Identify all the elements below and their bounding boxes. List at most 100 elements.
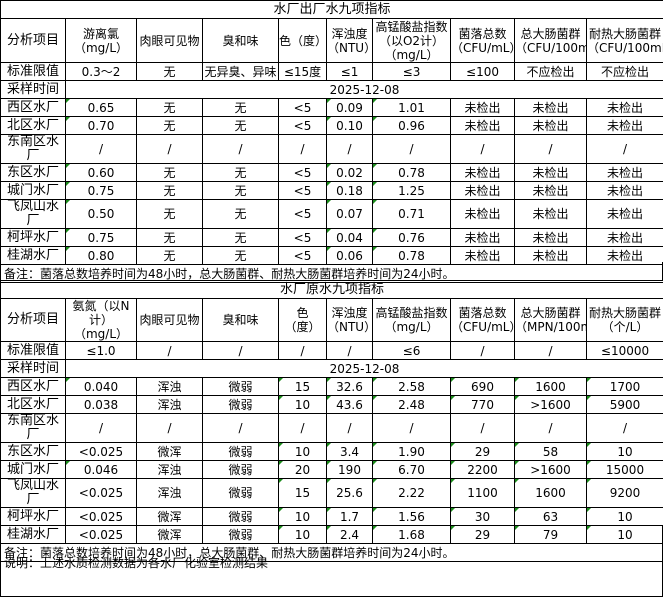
column-header: 耐热大肠菌群 （个/L） xyxy=(585,298,663,342)
data-cell: 0.02 xyxy=(326,163,373,182)
data-cell: 20 xyxy=(278,460,327,479)
data-cell: 无 xyxy=(202,98,279,117)
data-cell: 浑浊 xyxy=(136,377,203,396)
data-cell: / xyxy=(278,134,327,164)
data-cell: 未检出 xyxy=(514,116,587,135)
data-cell: / xyxy=(136,413,203,443)
data-cell: 2200 xyxy=(450,460,515,479)
standard-value: 无异臭、异味 xyxy=(202,62,279,81)
data-cell: 0.75 xyxy=(65,181,137,200)
data-cell: 0.71 xyxy=(372,199,451,229)
sample-date: 2025-12-08 xyxy=(64,80,663,99)
data-cell: 9200 xyxy=(585,478,663,508)
data-cell: 0.10 xyxy=(326,116,373,135)
data-cell: 2.48 xyxy=(372,395,451,414)
data-cell: / xyxy=(326,413,373,443)
data-cell: 浑浊 xyxy=(136,460,203,479)
data-cell: 未检出 xyxy=(514,228,587,247)
column-header: 色 （度） xyxy=(278,298,327,342)
data-cell: / xyxy=(65,134,137,164)
data-cell: 15000 xyxy=(585,460,663,479)
standard-value: / xyxy=(202,341,279,360)
data-cell: 690 xyxy=(450,377,515,396)
column-header: 浑浊度 （NTU） xyxy=(326,18,373,63)
standard-value: 无 xyxy=(136,62,203,81)
data-cell: 未检出 xyxy=(585,163,663,182)
data-cell: 190 xyxy=(326,460,373,479)
standard-value: ≤100 xyxy=(450,62,515,81)
data-cell: 2.22 xyxy=(372,478,451,508)
data-cell: / xyxy=(326,134,373,164)
data-cell: 10 xyxy=(585,442,663,461)
data-cell: <0.025 xyxy=(65,507,137,526)
table-row: 西区水厂 0.040 浑浊 微弱 15 32.6 2.58 690 1600 1700 xyxy=(0,377,663,396)
table-row: 柯坪水厂 <0.025 微浑 微弱 10 1.7 1.56 30 63 10 xyxy=(0,507,663,526)
data-cell: 无 xyxy=(136,228,203,247)
plant-name: 西区水厂 xyxy=(0,98,66,117)
data-cell: 无 xyxy=(202,199,279,229)
data-cell: 1.56 xyxy=(372,507,451,526)
data-cell: 0.040 xyxy=(65,377,137,396)
column-header: 肉眼可见物 xyxy=(136,18,203,63)
sample-time-row: 采样时间 2025-12-08 xyxy=(0,80,663,99)
data-cell: 未检出 xyxy=(514,98,587,117)
table-row: 东区水厂 <0.025 微浑 微弱 10 3.4 1.90 29 58 10 xyxy=(0,442,663,461)
table-row: 城门水厂 0.75 无无 <5 0.18 1.25 未检出 未检出 未检出 xyxy=(0,181,663,200)
data-cell: 1.7 xyxy=(326,507,373,526)
plant-name: 东区水厂 xyxy=(0,163,66,182)
standard-value: / xyxy=(450,341,515,360)
standard-row: 标准限值 ≤1.0// / / ≤6// ≤10000 xyxy=(0,341,663,360)
data-cell: 无 xyxy=(202,228,279,247)
column-header: 色（度） xyxy=(278,18,327,63)
data-cell: 微弱 xyxy=(202,395,279,414)
column-header: 臭和味 xyxy=(202,298,279,342)
data-cell: 无 xyxy=(202,116,279,135)
data-cell: 未检出 xyxy=(450,163,515,182)
column-header: 高锰酸盐指数 （以O2计） （mg/L） xyxy=(372,18,451,63)
data-cell: 3.4 xyxy=(326,442,373,461)
table-title-row: 水厂原水九项指标 xyxy=(0,280,663,299)
data-cell: <0.025 xyxy=(65,478,137,508)
data-cell: 未检出 xyxy=(514,199,587,229)
data-cell: <5 xyxy=(278,246,327,265)
plant-name: 北区水厂 xyxy=(0,116,66,135)
row-label: 采样时间 xyxy=(0,359,66,378)
note-row: 备注：菌落总数培养时间为48小时，总大肠菌群、耐热大肠菌群培养时间为24小时。 xyxy=(0,543,663,562)
data-cell: <5 xyxy=(278,116,327,135)
data-cell: <5 xyxy=(278,228,327,247)
plant-name: 柯坪水厂 xyxy=(0,228,66,247)
data-cell: 未检出 xyxy=(450,181,515,200)
data-cell: 1600 xyxy=(514,478,587,508)
data-cell: 43.6 xyxy=(326,395,373,414)
table-row: 北区水厂 0.038 浑浊 微弱 10 43.6 2.48 770 >1600 5900 xyxy=(0,395,663,414)
data-cell: 微浑 xyxy=(136,525,203,544)
table-row: 北区水厂 0.70 无无 <5 0.10 0.96 未检出 未检出 未检出 xyxy=(0,116,663,135)
row-label: 标准限值 xyxy=(0,341,66,360)
data-cell: 10 xyxy=(278,442,327,461)
data-cell: 未检出 xyxy=(450,199,515,229)
table-title-row: 水厂出厂水九项指标 xyxy=(0,0,663,19)
data-cell: / xyxy=(514,134,587,164)
standard-value: ≤10000 xyxy=(585,341,663,360)
data-cell: 0.18 xyxy=(326,181,373,200)
standard-value: / xyxy=(514,341,587,360)
data-cell: 微浑 xyxy=(136,442,203,461)
data-cell: 未检出 xyxy=(514,181,587,200)
data-cell: 微弱 xyxy=(202,525,279,544)
data-cell: 未检出 xyxy=(450,116,515,135)
standard-value: ≤1.0 xyxy=(65,341,137,360)
data-cell: 未检出 xyxy=(585,98,663,117)
data-cell: 未检出 xyxy=(450,228,515,247)
row-label: 标准限值 xyxy=(0,62,66,81)
column-header: 游离氯 （mg/L） xyxy=(65,18,137,63)
standard-value: ≤15度 xyxy=(278,62,327,81)
data-cell: 未检出 xyxy=(585,181,663,200)
data-cell: / xyxy=(450,134,515,164)
data-cell: 0.76 xyxy=(372,228,451,247)
data-cell: / xyxy=(585,134,663,164)
data-cell: 0.60 xyxy=(65,163,137,182)
data-cell: <0.025 xyxy=(65,442,137,461)
data-cell: / xyxy=(372,134,451,164)
data-cell: 无 xyxy=(136,98,203,117)
column-header: 臭和味 xyxy=(202,18,279,63)
